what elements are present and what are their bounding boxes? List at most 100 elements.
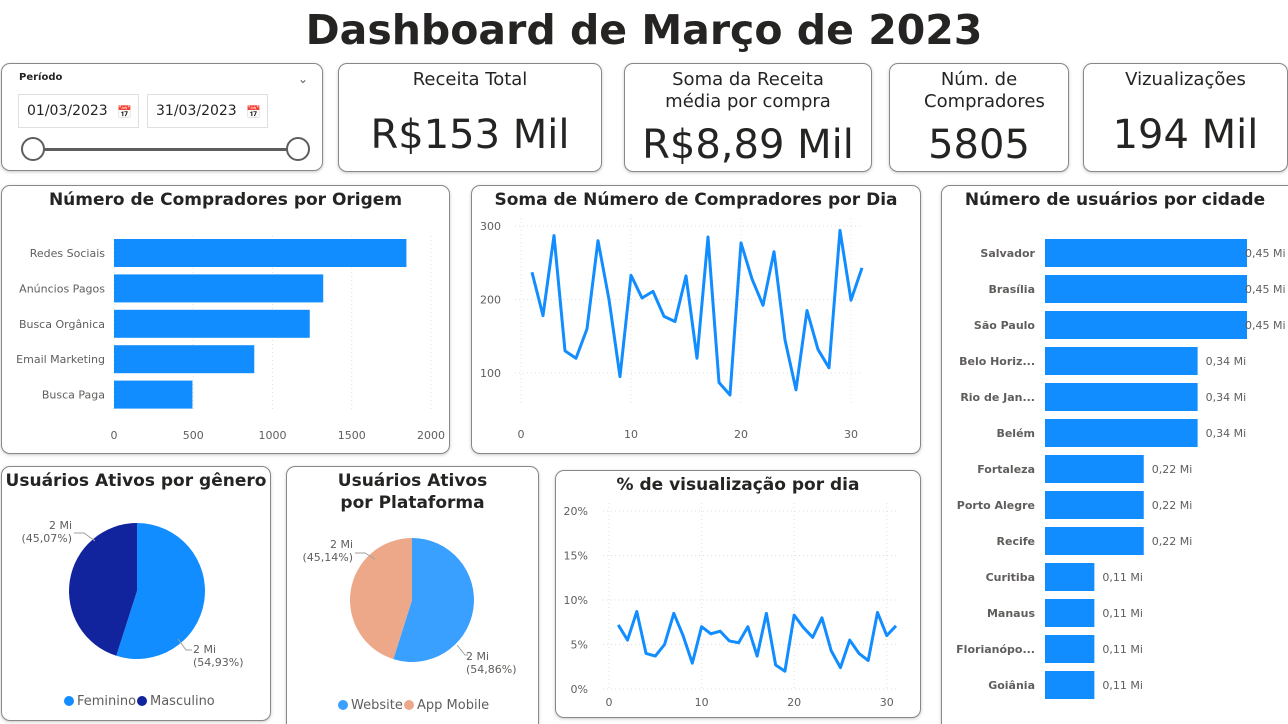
y-category-label: Porto Alegre bbox=[957, 499, 1035, 512]
x-tick-label: 0 bbox=[518, 428, 525, 441]
chart-title: Usuários Ativos por Plataforma bbox=[337, 471, 488, 513]
calendar-icon[interactable]: 📅 bbox=[246, 105, 261, 119]
y-category-label: Curitiba bbox=[986, 571, 1035, 584]
bar bbox=[114, 274, 324, 303]
kpi-card-receita-total: Receita Total R$153 Mil bbox=[338, 63, 602, 172]
legend-item: App Mobile bbox=[417, 698, 489, 713]
bar bbox=[1045, 527, 1144, 555]
x-tick-label: 500 bbox=[183, 429, 204, 442]
data-label: 0,34 Mi bbox=[1206, 391, 1247, 404]
end-date-input[interactable]: 31/03/2023 📅 bbox=[147, 94, 268, 128]
kpi-value: R$8,89 Mil bbox=[642, 122, 854, 168]
series-line bbox=[530, 228, 864, 397]
leader-line bbox=[456, 644, 468, 656]
data-label: 0,45 Mi bbox=[1245, 319, 1286, 332]
y-category-label: Busca Paga bbox=[42, 389, 105, 402]
chart-title: Soma de Número de Compradores por Dia bbox=[494, 190, 898, 210]
data-label: 2 Mi bbox=[49, 519, 72, 532]
kpi-card-compradores: Núm. de Compradores 5805 bbox=[889, 63, 1069, 172]
chart-compradores-dia: Soma de Número de Compradores por Dia 30… bbox=[471, 185, 921, 454]
date-slicer[interactable]: Período ⌄ 01/03/2023 📅 31/03/2023 📅 bbox=[1, 63, 323, 171]
chart-usuarios-cidade: Número de usuários por cidade Salvador 0,… bbox=[941, 185, 1288, 724]
kpi-value: R$153 Mil bbox=[370, 112, 570, 158]
kpi-label: Receita Total bbox=[412, 69, 528, 90]
y-category-label: Belo Horiz... bbox=[959, 355, 1035, 368]
data-label: 0,22 Mi bbox=[1152, 463, 1193, 476]
y-tick-label: 20% bbox=[564, 505, 588, 518]
calendar-icon[interactable]: 📅 bbox=[117, 105, 132, 119]
bar bbox=[114, 239, 407, 267]
y-category-label: Busca Orgânica bbox=[19, 318, 105, 331]
bar bbox=[1045, 599, 1095, 627]
y-category-label: Recife bbox=[997, 535, 1035, 548]
bar bbox=[1045, 347, 1198, 375]
kpi-label: Vizualizações bbox=[1125, 69, 1246, 90]
data-label: (45,07%) bbox=[21, 532, 72, 545]
data-label: 0,45 Mi bbox=[1245, 283, 1286, 296]
x-tick-label: 10 bbox=[695, 696, 709, 709]
y-category-label: Goiânia bbox=[988, 679, 1035, 692]
x-tick-label: 0 bbox=[606, 696, 613, 709]
range-slider-end-handle[interactable] bbox=[286, 137, 310, 161]
y-category-label: Anúncios Pagos bbox=[19, 282, 105, 295]
data-label: 0,22 Mi bbox=[1152, 535, 1193, 548]
data-label: (54,93%) bbox=[193, 656, 244, 669]
y-category-label: Brasília bbox=[988, 283, 1035, 296]
bar bbox=[1045, 563, 1095, 591]
y-tick-label: 0% bbox=[571, 683, 588, 696]
data-label: 2 Mi bbox=[330, 538, 353, 551]
y-category-label: Salvador bbox=[980, 247, 1035, 260]
start-date-value: 01/03/2023 bbox=[27, 103, 108, 119]
chart-usuarios-plataforma: Usuários Ativos por Plataforma 2 Mi (54,8… bbox=[286, 466, 539, 724]
y-tick-label: 10% bbox=[564, 594, 588, 607]
x-tick-label: 30 bbox=[880, 696, 894, 709]
end-date-value: 31/03/2023 bbox=[156, 103, 237, 119]
y-tick-label: 200 bbox=[480, 293, 501, 306]
y-category-label: Florianópo... bbox=[956, 643, 1035, 656]
chart-title: Número de usuários por cidade bbox=[964, 190, 1266, 210]
kpi-label: Soma da Receita média por compra bbox=[665, 69, 831, 112]
legend-item: Feminino bbox=[77, 694, 136, 709]
chart-usuarios-genero: Usuários Ativos por gênero 2 Mi (54,93%) F… bbox=[1, 466, 271, 721]
pie-slice bbox=[116, 523, 205, 659]
bar bbox=[1045, 275, 1247, 303]
chart-visualizacao-dia: % de visualização por dia 20% 15% 10% 5% 0% 0… bbox=[555, 470, 921, 718]
legend-item: Masculino bbox=[150, 694, 215, 709]
range-slider-track[interactable] bbox=[32, 148, 300, 151]
bar bbox=[1045, 239, 1247, 267]
data-label: 0,34 Mi bbox=[1206, 427, 1247, 440]
y-tick-label: 100 bbox=[480, 367, 501, 380]
data-label: 0,45 Mi bbox=[1245, 247, 1286, 260]
leader-line bbox=[177, 638, 192, 651]
x-tick-label: 30 bbox=[844, 428, 858, 441]
start-date-input[interactable]: 01/03/2023 📅 bbox=[18, 94, 139, 128]
x-tick-label: 0 bbox=[111, 429, 118, 442]
legend-item: Website bbox=[351, 698, 403, 713]
data-label: 0,11 Mi bbox=[1102, 607, 1143, 620]
range-slider-start-handle[interactable] bbox=[21, 137, 45, 161]
data-label: 2 Mi bbox=[466, 650, 489, 663]
bar bbox=[114, 345, 255, 374]
chevron-down-icon[interactable]: ⌄ bbox=[298, 72, 309, 86]
bar bbox=[1045, 383, 1198, 411]
x-tick-label: 10 bbox=[624, 428, 638, 441]
y-category-label: Redes Sociais bbox=[30, 247, 106, 260]
kpi-card-receita-media: Soma da Receita média por compra R$8,89 … bbox=[624, 63, 872, 172]
bar bbox=[1045, 671, 1095, 699]
legend-marker bbox=[404, 700, 414, 710]
kpi-label: Núm. de Compradores bbox=[924, 69, 1045, 112]
pie-slice bbox=[349, 538, 412, 660]
data-label: (54,86%) bbox=[466, 663, 517, 676]
bar bbox=[1045, 311, 1247, 339]
data-label: 0,34 Mi bbox=[1206, 355, 1247, 368]
pie-slice bbox=[393, 538, 474, 662]
chart-title: Número de Compradores por Origem bbox=[48, 190, 403, 210]
data-label: 0,11 Mi bbox=[1102, 571, 1143, 584]
x-tick-label: 1000 bbox=[259, 429, 287, 442]
page-title: Dashboard de Março de 2023 bbox=[305, 6, 983, 54]
data-label: 2 Mi bbox=[193, 643, 216, 656]
y-tick-label: 15% bbox=[564, 550, 588, 563]
chart-title: % de visualização por dia bbox=[616, 475, 860, 495]
leader-line bbox=[355, 552, 376, 560]
y-tick-label: 5% bbox=[571, 639, 588, 652]
